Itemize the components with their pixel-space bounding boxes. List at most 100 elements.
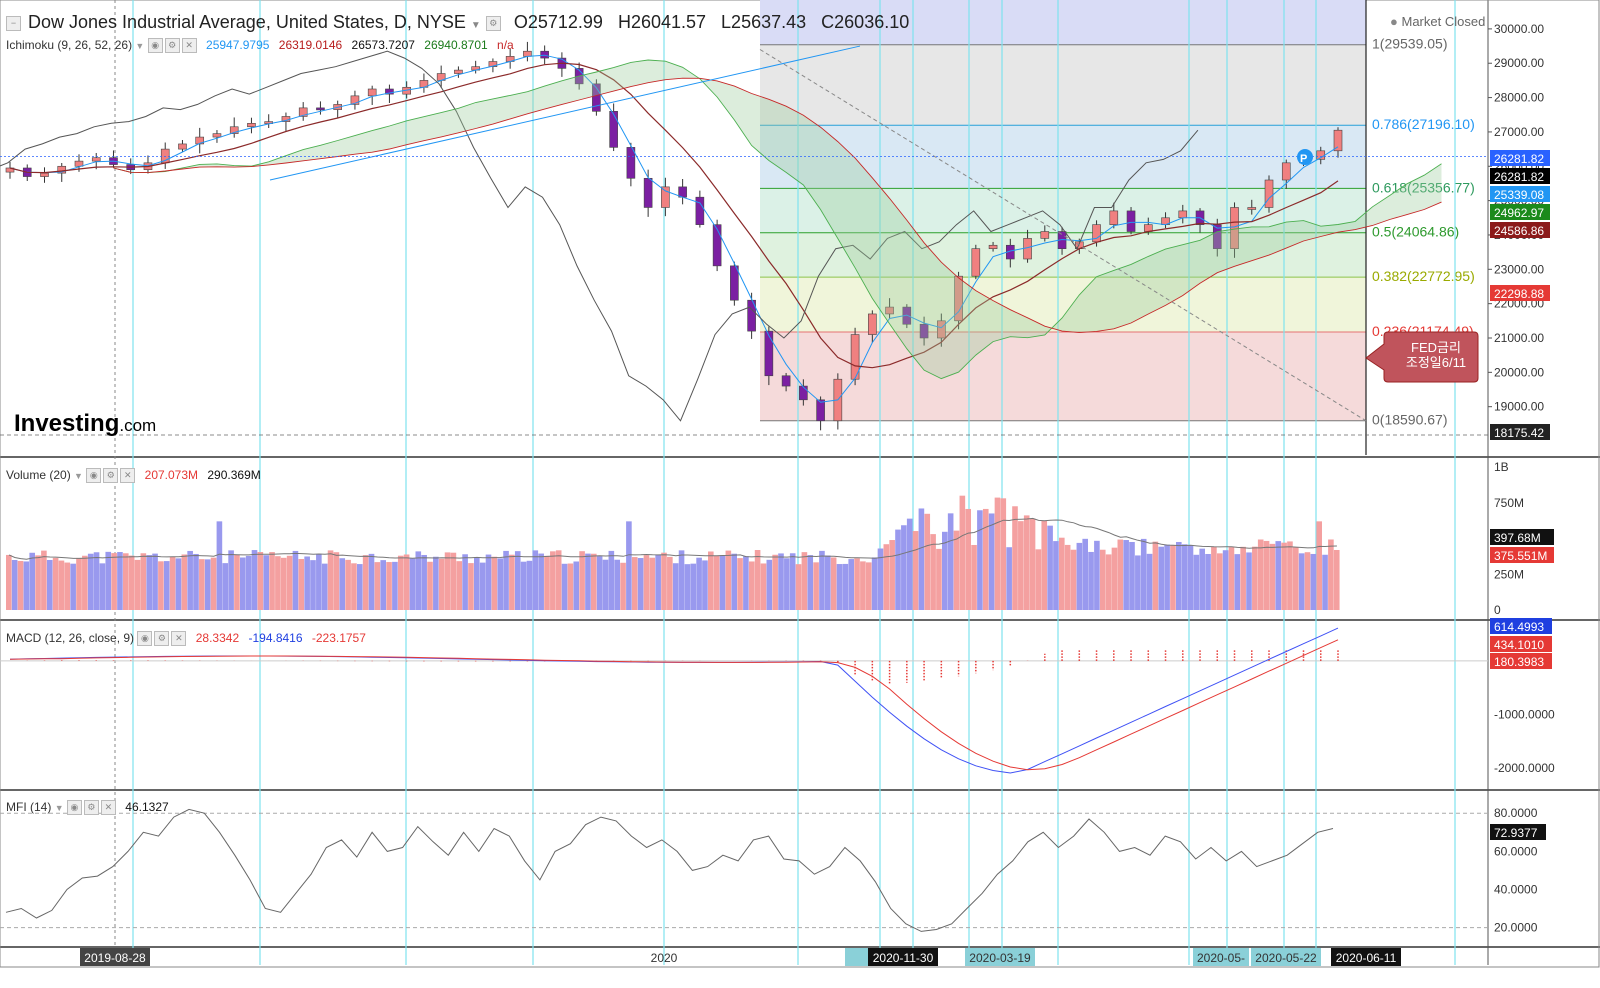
volume-bar — [760, 563, 767, 610]
volume-scale-badge-1 — [1490, 547, 1554, 563]
settings-icon[interactable]: ⚙ — [485, 15, 501, 31]
mfi-value: 46.1327 — [125, 800, 169, 814]
visibility-icon[interactable]: ◉ — [86, 468, 102, 484]
volume-bar — [316, 553, 322, 610]
close-icon[interactable]: ✕ — [120, 468, 136, 484]
candle-body — [1230, 207, 1239, 249]
volume-bar — [1053, 541, 1059, 610]
macd-scale-badge-0 — [1490, 618, 1552, 634]
candle-body — [661, 186, 670, 208]
volume-bar — [380, 560, 386, 610]
volume-bar — [825, 555, 831, 610]
settings-icon[interactable]: ⚙ — [154, 631, 170, 647]
volume-bar — [1211, 546, 1217, 610]
macd-histogram-group — [26, 649, 1339, 685]
volume-bar — [310, 560, 316, 610]
ichimoku-span-a — [113, 59, 1442, 380]
volume-bar — [871, 557, 878, 610]
volume-bar — [474, 557, 480, 610]
volume-bar — [1304, 552, 1311, 610]
volume-bar — [128, 555, 135, 610]
volume-bar — [795, 564, 802, 610]
volume-bar — [403, 554, 410, 610]
fed-annotation-line1: FED금리 — [1411, 340, 1461, 355]
volume-bar — [906, 518, 913, 610]
volume-bar — [216, 521, 223, 610]
volume-bar — [29, 552, 35, 610]
volume-bar — [415, 551, 422, 610]
volume-bar — [374, 562, 381, 610]
dropdown-arrow-icon[interactable]: ▼ — [135, 41, 145, 51]
price-scale-badge-4 — [1490, 222, 1550, 238]
volume-bar — [1129, 541, 1135, 610]
volume-bar — [245, 555, 252, 610]
volume-bar — [573, 561, 580, 610]
close-icon[interactable]: ✕ — [181, 38, 197, 54]
candle-body — [678, 186, 687, 198]
visibility-icon[interactable]: ◉ — [137, 631, 153, 647]
volume-bar — [854, 558, 860, 610]
candle-body — [488, 61, 498, 67]
price-scale-badge-5 — [1490, 285, 1550, 301]
volume-bar — [842, 563, 849, 610]
candle-body — [937, 320, 946, 339]
volume-bar — [275, 556, 281, 610]
volume-bar — [345, 559, 351, 610]
dropdown-arrow-icon[interactable]: ▼ — [54, 803, 64, 813]
volume-bar — [672, 563, 679, 610]
volume-bar — [708, 551, 714, 610]
settings-icon[interactable]: ⚙ — [83, 800, 99, 816]
settings-icon[interactable]: ⚙ — [164, 38, 180, 54]
fed-annotation[interactable]: FED금리 조정일6/11 — [1393, 340, 1479, 370]
close-icon[interactable]: ✕ — [171, 631, 187, 647]
candle-body — [367, 88, 377, 97]
candle-body — [40, 172, 49, 177]
volume-bar — [1287, 541, 1293, 610]
visibility-icon[interactable]: ◉ — [147, 38, 163, 54]
volume-bar — [134, 559, 141, 610]
volume-bar — [608, 550, 615, 610]
macd-axis-label-1: -2000.0000 — [1494, 761, 1555, 775]
volume-bar — [152, 553, 158, 610]
volume-bar — [509, 554, 515, 610]
candle-body — [350, 95, 360, 105]
volume-bar — [1234, 554, 1241, 610]
chart-frame — [0, 0, 1600, 968]
volume-scale-label-0: 397.68M — [1494, 531, 1541, 545]
volume-bar — [1035, 549, 1042, 610]
ichimoku-kijun-line — [9, 62, 1339, 369]
volume-bar — [977, 510, 983, 610]
volume-bar — [1076, 542, 1083, 610]
price-scale-badge-2 — [1490, 186, 1550, 202]
visibility-icon[interactable]: ◉ — [66, 800, 82, 816]
volume-bar — [1000, 498, 1007, 610]
volume-bar — [368, 553, 375, 610]
volume-bar — [1070, 549, 1077, 610]
dropdown-arrow-icon[interactable]: ▼ — [74, 471, 83, 481]
volume-bar — [41, 550, 47, 610]
status-dot-icon: ● — [1390, 14, 1398, 29]
mfi-legend: MFI (14) ▼ ◉ ⚙ ✕ 46.1327 — [6, 800, 169, 816]
mfi-axis-label-2: 40.0000 — [1494, 882, 1538, 896]
fib-level-label-4: 0.382(22772.95) — [1372, 268, 1475, 284]
volume-bar — [743, 556, 749, 610]
volume-bar — [620, 562, 626, 610]
collapse-icon[interactable]: − — [6, 15, 21, 31]
price-axis-label-2: 28000.00 — [1494, 91, 1544, 105]
volume-bar — [1082, 538, 1088, 610]
volume-bar — [538, 553, 544, 610]
settings-icon[interactable]: ⚙ — [103, 468, 119, 484]
close-icon[interactable]: ✕ — [100, 800, 116, 816]
volume-bar — [550, 551, 556, 610]
volume-bar — [895, 529, 901, 610]
candle-body — [523, 50, 532, 57]
volume-axis-label-3: 250M — [1494, 567, 1524, 581]
volume-bar — [813, 562, 819, 610]
volume-bar — [234, 554, 240, 610]
dropdown-arrow-icon[interactable]: ▼ — [470, 20, 481, 31]
fib-level-label-1: 0.786(27196.10) — [1372, 116, 1475, 132]
volume-bar — [982, 508, 989, 610]
mfi-scale-badge-0 — [1490, 824, 1546, 840]
candle-body — [730, 265, 739, 301]
volume-bar — [684, 564, 691, 610]
